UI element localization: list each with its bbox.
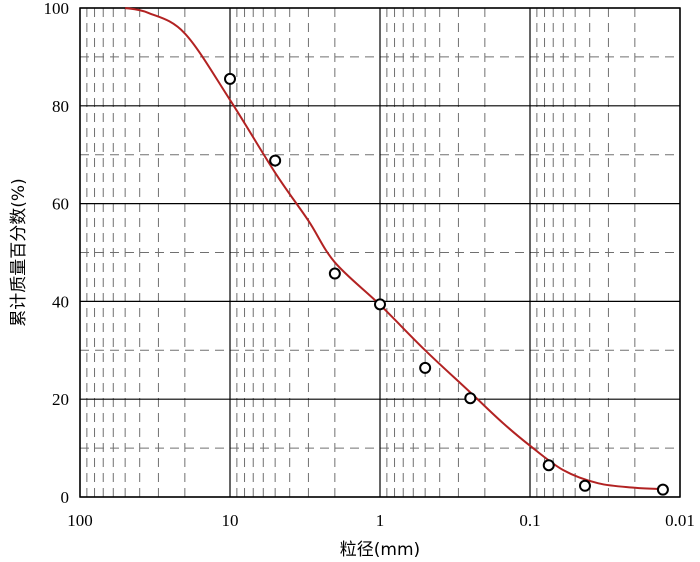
x-tick-label: 0.1 (519, 511, 540, 530)
y-tick-label: 80 (52, 97, 69, 116)
x-axis-title: 粒径(mm) (340, 540, 420, 560)
x-tick-label: 10 (222, 511, 239, 530)
y-tick-label: 60 (52, 195, 69, 214)
x-tick-label: 1 (376, 511, 385, 530)
data-points (224, 72, 669, 496)
data-point (224, 72, 236, 85)
x-tick-label: 0.01 (665, 511, 695, 530)
x-tick-labels: 100 10 1 0.1 0.01 (67, 511, 695, 530)
data-point (656, 483, 669, 496)
data-point (328, 267, 341, 280)
data-point (464, 392, 477, 405)
x-tick-label: 100 (67, 511, 93, 530)
y-axis-title: 累计质量百分数(%) (9, 178, 29, 326)
data-point (578, 479, 591, 492)
data-point (269, 154, 282, 167)
data-point (374, 298, 386, 311)
grid-minor-lines (80, 8, 680, 497)
plot-frame (79, 7, 681, 498)
y-tick-label: 40 (52, 292, 69, 311)
y-tick-label: 20 (52, 390, 69, 409)
y-tick-label: 100 (44, 0, 70, 18)
y-tick-label: 0 (61, 488, 70, 507)
data-point (542, 459, 555, 472)
data-point (419, 361, 432, 374)
fit-curve (124, 7, 663, 491)
y-tick-labels: 0 20 40 60 80 100 (44, 0, 70, 507)
